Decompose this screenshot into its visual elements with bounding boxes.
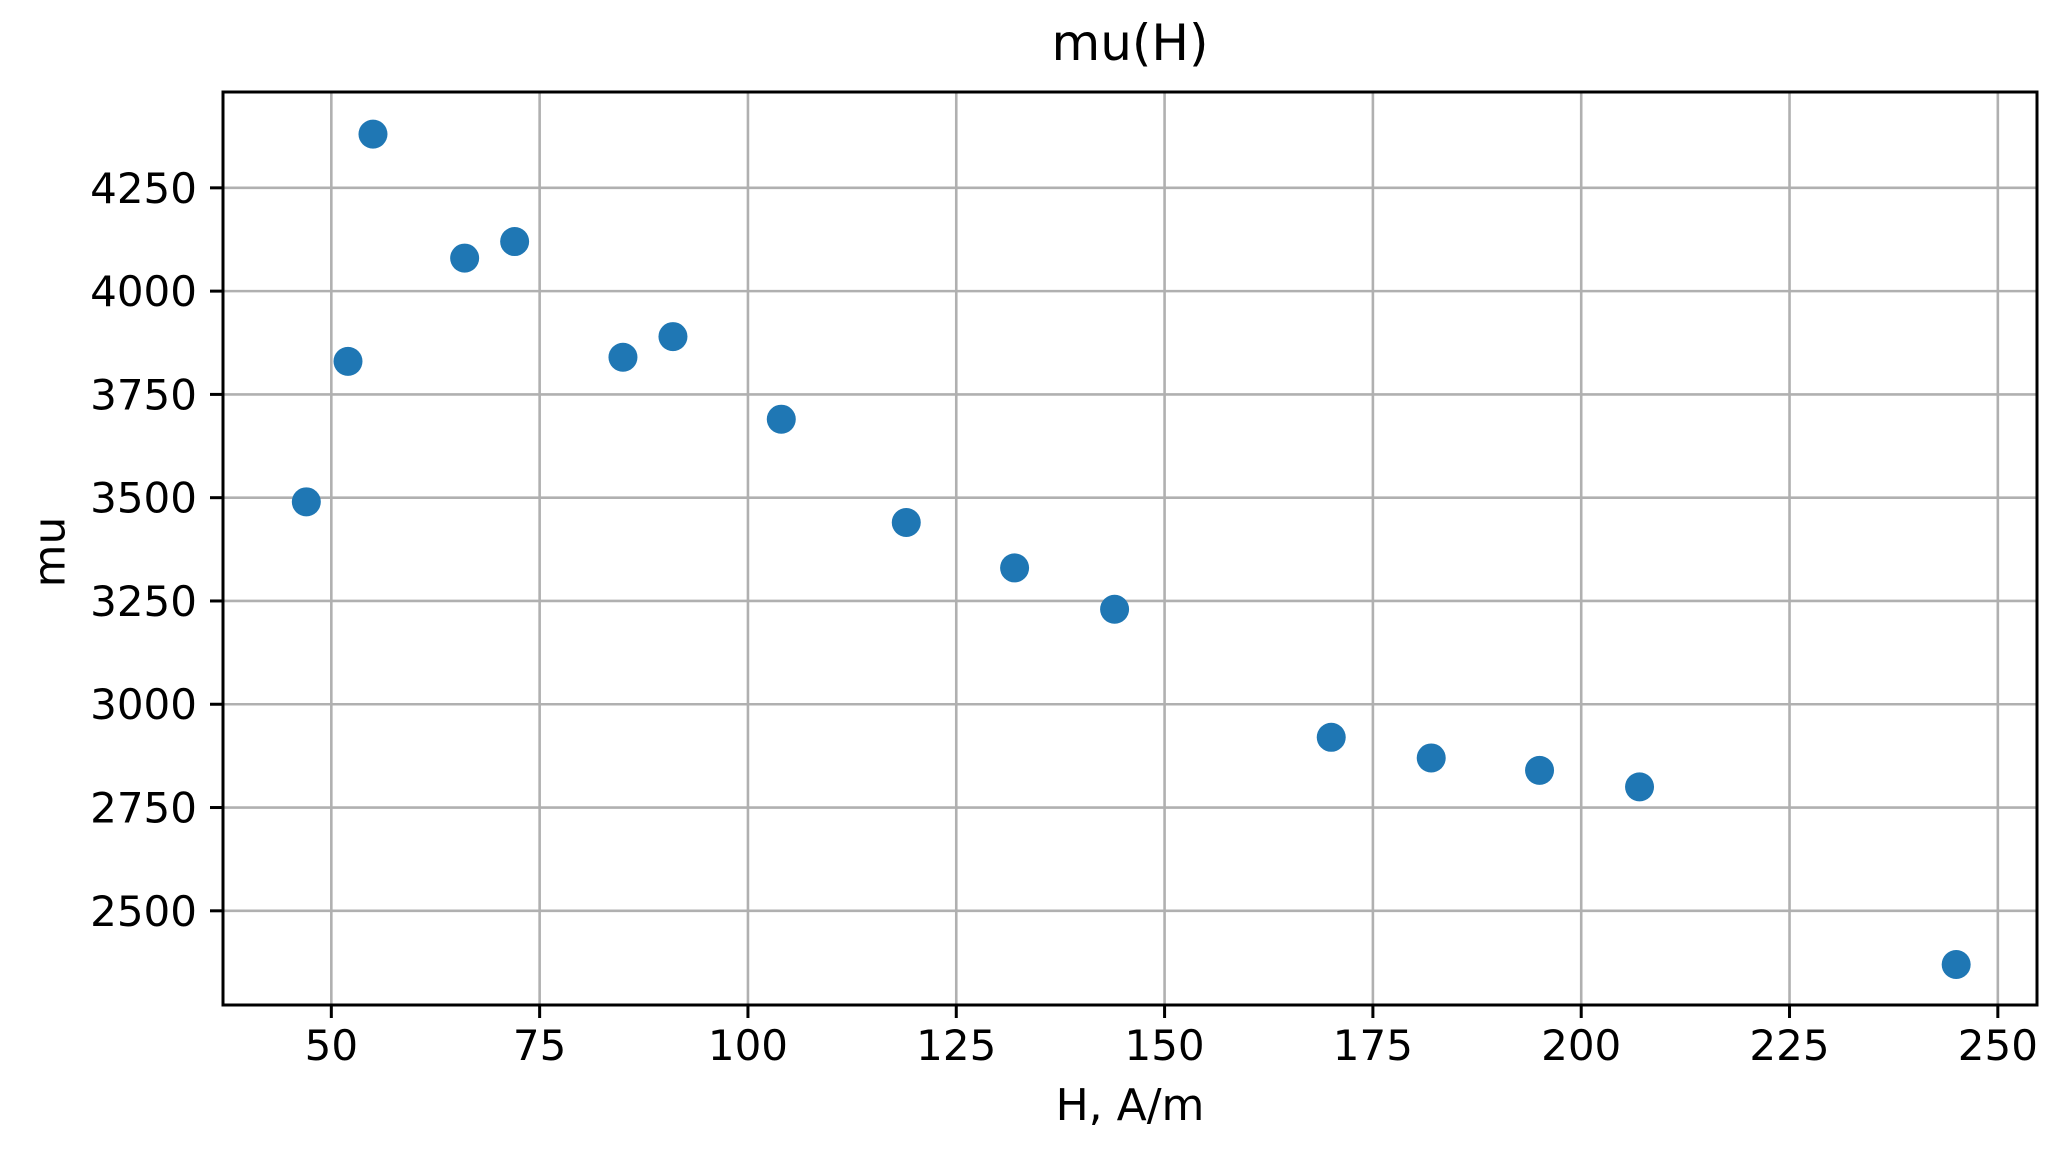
y-tick-label: 4250 xyxy=(90,164,197,213)
x-tick-label: 100 xyxy=(708,1021,788,1070)
x-tick-label: 75 xyxy=(513,1021,566,1070)
data-point xyxy=(1525,755,1555,785)
y-tick-label: 3250 xyxy=(90,577,197,626)
plot-border xyxy=(221,90,2039,1007)
x-tick-label: 200 xyxy=(1541,1021,1621,1070)
y-axis-label: mu xyxy=(24,516,76,588)
x-tick-label: 225 xyxy=(1749,1021,1829,1070)
y-tick-label: 2750 xyxy=(90,784,197,833)
x-axis-label: H, A/m xyxy=(1055,1080,1205,1131)
data-point xyxy=(1000,553,1030,583)
y-tick-label: 2500 xyxy=(90,887,197,936)
data-point xyxy=(891,507,921,537)
data-point xyxy=(1100,594,1130,624)
y-tick-label: 3000 xyxy=(90,680,197,729)
data-point xyxy=(608,342,638,372)
data-point xyxy=(333,346,363,376)
x-tick-label: 125 xyxy=(916,1021,996,1070)
data-point xyxy=(450,243,480,273)
data-point xyxy=(500,227,530,257)
data-point xyxy=(1316,722,1346,752)
data-point xyxy=(291,487,321,517)
y-tick-label: 3750 xyxy=(90,370,197,419)
data-point xyxy=(1625,772,1655,802)
data-point xyxy=(766,404,796,434)
chart-title: mu(H) xyxy=(1051,14,1209,72)
data-point xyxy=(658,322,688,352)
x-tick-label: 150 xyxy=(1124,1021,1204,1070)
y-tick-label: 3500 xyxy=(90,474,197,523)
data-point xyxy=(1416,743,1446,773)
data-point xyxy=(358,119,388,149)
data-point xyxy=(1941,950,1971,980)
y-tick-label: 4000 xyxy=(90,267,197,316)
x-tick-label: 175 xyxy=(1333,1021,1413,1070)
x-tick-label: 50 xyxy=(305,1021,358,1070)
x-tick-label: 250 xyxy=(1958,1021,2038,1070)
